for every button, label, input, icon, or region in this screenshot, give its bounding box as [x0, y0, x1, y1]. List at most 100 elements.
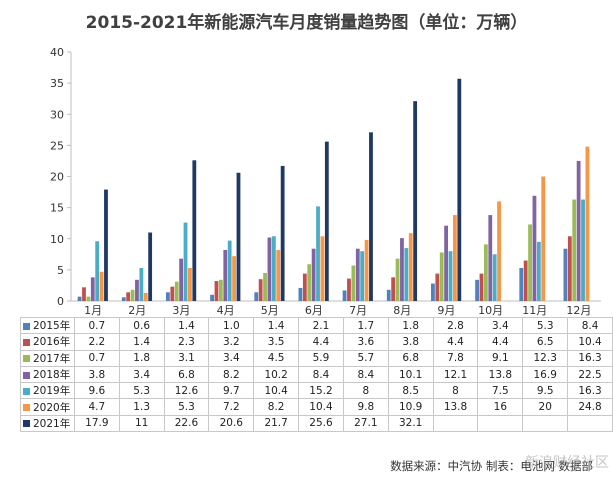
y-tick-label: 5 [57, 264, 64, 277]
data-label: 10.1 [387, 365, 434, 384]
series-name-cell: 2016年 [20, 333, 75, 351]
bar [541, 176, 546, 301]
bar [404, 248, 409, 301]
data-label: 12.6 [163, 382, 210, 400]
bar [227, 240, 232, 301]
data-label: 4.4 [298, 333, 344, 351]
data-label: 4.4 [477, 333, 524, 351]
bar [563, 248, 568, 301]
y-tick-label: 0 [57, 295, 64, 308]
bar [90, 277, 95, 301]
data-label: 1.4 [163, 316, 210, 335]
data-label: 12.3 [522, 349, 569, 367]
table-row: 2019年 9.6 5.3 12.6 9.7 10.4 15.2 8 8.5 8 7.5 9.5 16.… [20, 382, 613, 400]
data-label: 3.4 [208, 349, 255, 367]
series-name-cell: 2021年 [20, 414, 75, 433]
data-label: 10.4 [298, 398, 344, 416]
data-label: 9.8 [342, 398, 389, 416]
bar [258, 279, 263, 301]
data-label: 8.4 [298, 365, 344, 384]
data-label: 16 [477, 398, 524, 416]
bar [267, 237, 272, 301]
data-label: 10.4 [253, 382, 300, 400]
bar [453, 215, 457, 301]
bar [302, 273, 307, 301]
x-tick-label: 2月 [128, 304, 146, 317]
bar [263, 272, 267, 301]
bar [413, 101, 418, 302]
legend-swatch [23, 420, 30, 428]
bar [439, 252, 444, 301]
bar [391, 277, 396, 301]
data-label: 3.8 [73, 365, 120, 384]
bar [188, 268, 192, 301]
series-name: 2020年 [33, 401, 71, 414]
legend-swatch [23, 338, 30, 346]
bar [143, 292, 148, 301]
data-label: 0.6 [118, 316, 165, 335]
y-tick-label: 35 [50, 77, 64, 90]
data-label: 4.4 [432, 333, 479, 351]
bar [364, 240, 369, 301]
bar [280, 165, 285, 301]
table-row: 2020年 4.7 1.3 5.3 7.2 8.2 10.4 9.8 10.9 13.8 16 20 2… [20, 398, 613, 416]
data-label: 6.5 [522, 333, 569, 351]
bar [121, 297, 126, 301]
bar [488, 215, 493, 301]
series-name: 2018年 [33, 369, 71, 382]
data-label: 5.9 [298, 349, 344, 367]
bar [395, 258, 400, 301]
y-axis: 0 5 10 15 20 25 30 35 40 [50, 46, 601, 308]
bar [351, 265, 356, 301]
bar [431, 283, 435, 301]
bar [218, 279, 223, 301]
bar [210, 294, 214, 301]
series-name: 2019年 [33, 385, 71, 398]
data-label: 0.7 [73, 349, 120, 367]
bar [572, 199, 577, 301]
bar [139, 268, 144, 301]
y-tick-label: 20 [50, 171, 64, 184]
bar [126, 292, 131, 301]
bar [483, 244, 488, 301]
bar [444, 225, 449, 301]
data-label: 1.0 [208, 316, 255, 335]
bar [170, 286, 175, 301]
bar [276, 249, 281, 301]
bar [324, 141, 329, 301]
data-label: 3.8 [387, 333, 434, 351]
data-label: 1.8 [387, 316, 434, 335]
bar [347, 278, 351, 301]
data-label: 20 [522, 398, 569, 416]
x-tick-label: 10月 [478, 304, 503, 317]
data-label: 13.8 [477, 365, 524, 384]
data-label: 7.5 [477, 382, 524, 400]
data-label: 1.3 [118, 398, 165, 416]
data-label: 4.5 [253, 349, 300, 367]
data-label [567, 414, 613, 433]
data-label: 7.2 [208, 398, 255, 416]
data-label: 8 [432, 382, 479, 400]
bar [342, 290, 347, 301]
data-label: 8.2 [253, 398, 300, 416]
data-label: 5.3 [522, 316, 569, 335]
data-label: 8.4 [567, 316, 613, 335]
bar [135, 279, 139, 301]
bar [232, 256, 236, 301]
data-label: 5.7 [342, 349, 389, 367]
bar [497, 201, 501, 301]
data-label: 8 [342, 382, 389, 400]
bar [223, 249, 228, 301]
data-label [522, 414, 569, 433]
bar [567, 236, 572, 301]
data-label: 8.2 [208, 365, 255, 384]
data-label: 20.6 [208, 414, 255, 433]
data-label: 1.4 [118, 333, 165, 351]
data-label: 11 [118, 414, 165, 433]
x-tick-label: 5月 [261, 304, 279, 317]
table-row: 2016年 2.2 1.4 2.3 3.2 3.5 4.4 3.6 3.8 4.4 4.4 6.5 10… [20, 333, 613, 351]
series-name: 2016年 [33, 336, 71, 349]
data-label: 5.3 [163, 398, 210, 416]
data-label: 3.6 [342, 333, 389, 351]
bar [254, 292, 259, 301]
